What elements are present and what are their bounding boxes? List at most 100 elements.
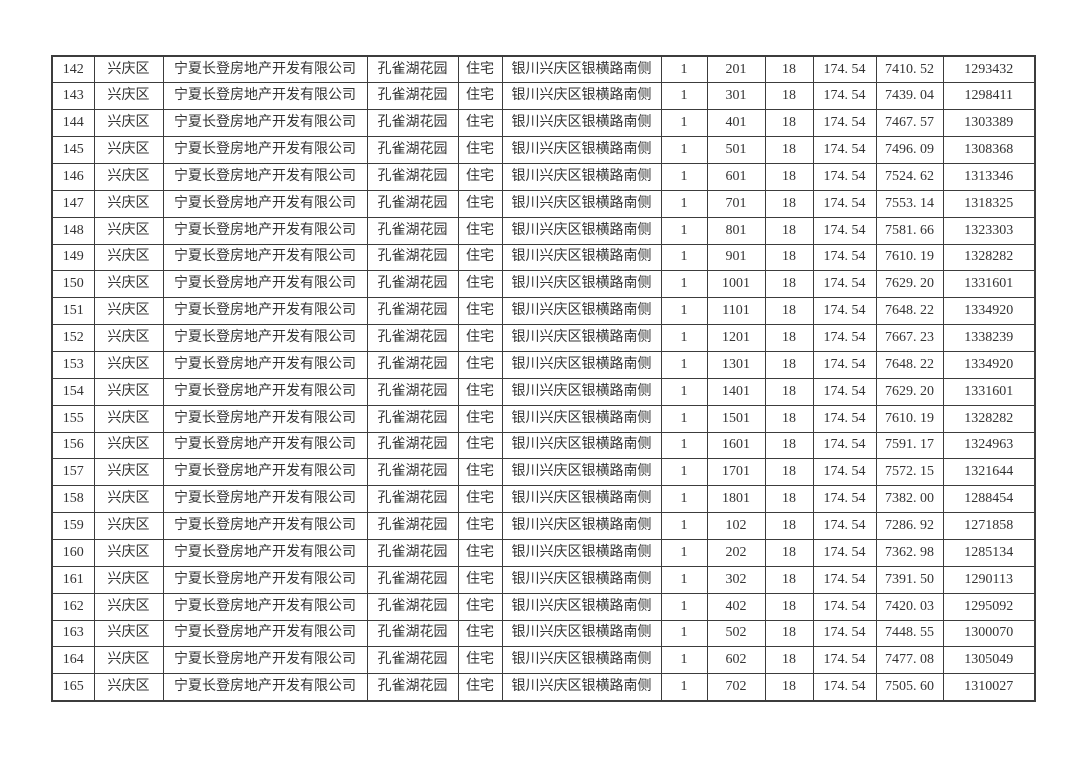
cell-project: 孔雀湖花园 xyxy=(366,512,459,540)
cell-seq: 165 xyxy=(51,673,95,702)
cell-project: 孔雀湖花园 xyxy=(366,136,459,164)
table-row: 148 兴庆区 宁夏长登房地产开发有限公司 孔雀湖花园 住宅 银川兴庆区银横路南侧 1 801… xyxy=(51,216,1036,245)
cell-room: 1601 xyxy=(706,431,766,460)
cell-seq: 155 xyxy=(51,404,95,433)
cell-area: 174. 54 xyxy=(812,243,877,272)
cell-building: 1 xyxy=(660,377,708,406)
cell-floors: 18 xyxy=(764,189,814,218)
cell-unit-price: 7629. 20 xyxy=(875,377,944,406)
cell-building: 1 xyxy=(660,243,708,272)
cell-building: 1 xyxy=(660,592,708,621)
cell-project: 孔雀湖花园 xyxy=(366,324,459,352)
cell-seq: 159 xyxy=(51,512,95,540)
cell-floors: 18 xyxy=(764,270,814,299)
cell-address: 银川兴庆区银横路南侧 xyxy=(501,297,662,326)
table-row: 143 兴庆区 宁夏长登房地产开发有限公司 孔雀湖花园 住宅 银川兴庆区银横路南侧 1 301… xyxy=(51,82,1036,111)
cell-usage: 住宅 xyxy=(457,592,503,621)
cell-usage: 住宅 xyxy=(457,270,503,299)
cell-unit-price: 7410. 52 xyxy=(875,55,944,84)
cell-room: 601 xyxy=(706,162,766,191)
cell-unit-price: 7439. 04 xyxy=(875,82,944,111)
cell-usage: 住宅 xyxy=(457,189,503,218)
cell-room: 701 xyxy=(706,189,766,218)
cell-usage: 住宅 xyxy=(457,404,503,433)
cell-usage: 住宅 xyxy=(457,673,503,702)
cell-floors: 18 xyxy=(764,404,814,433)
cell-floors: 18 xyxy=(764,431,814,460)
cell-address: 银川兴庆区银横路南侧 xyxy=(501,243,662,272)
cell-developer: 宁夏长登房地产开发有限公司 xyxy=(162,485,368,514)
cell-area: 174. 54 xyxy=(812,646,877,675)
cell-address: 银川兴庆区银横路南侧 xyxy=(501,82,662,111)
cell-seq: 154 xyxy=(51,377,95,406)
cell-total-price: 1338239 xyxy=(942,324,1036,352)
cell-unit-price: 7382. 00 xyxy=(875,485,944,514)
cell-district: 兴庆区 xyxy=(93,377,164,406)
cell-district: 兴庆区 xyxy=(93,324,164,352)
cell-district: 兴庆区 xyxy=(93,270,164,299)
cell-project: 孔雀湖花园 xyxy=(366,109,459,138)
cell-project: 孔雀湖花园 xyxy=(366,270,459,299)
cell-district: 兴庆区 xyxy=(93,55,164,84)
cell-unit-price: 7286. 92 xyxy=(875,512,944,540)
cell-area: 174. 54 xyxy=(812,297,877,326)
cell-unit-price: 7524. 62 xyxy=(875,162,944,191)
cell-unit-price: 7391. 50 xyxy=(875,565,944,594)
cell-seq: 163 xyxy=(51,619,95,648)
cell-building: 1 xyxy=(660,55,708,84)
cell-total-price: 1318325 xyxy=(942,189,1036,218)
cell-developer: 宁夏长登房地产开发有限公司 xyxy=(162,404,368,433)
cell-unit-price: 7477. 08 xyxy=(875,646,944,675)
cell-project: 孔雀湖花园 xyxy=(366,404,459,433)
cell-address: 银川兴庆区银横路南侧 xyxy=(501,162,662,191)
cell-usage: 住宅 xyxy=(457,538,503,567)
cell-address: 银川兴庆区银横路南侧 xyxy=(501,673,662,702)
cell-floors: 18 xyxy=(764,82,814,111)
cell-total-price: 1298411 xyxy=(942,82,1036,111)
cell-district: 兴庆区 xyxy=(93,136,164,164)
cell-building: 1 xyxy=(660,189,708,218)
table-row: 151 兴庆区 宁夏长登房地产开发有限公司 孔雀湖花园 住宅 银川兴庆区银横路南侧 1 110… xyxy=(51,297,1036,326)
table-row: 157 兴庆区 宁夏长登房地产开发有限公司 孔雀湖花园 住宅 银川兴庆区银横路南侧 1 170… xyxy=(51,458,1036,487)
table-row: 159 兴庆区 宁夏长登房地产开发有限公司 孔雀湖花园 住宅 银川兴庆区银横路南侧 1 102… xyxy=(51,512,1036,540)
cell-unit-price: 7572. 15 xyxy=(875,458,944,487)
cell-seq: 148 xyxy=(51,216,95,245)
cell-address: 银川兴庆区银横路南侧 xyxy=(501,646,662,675)
cell-total-price: 1331601 xyxy=(942,270,1036,299)
cell-floors: 18 xyxy=(764,297,814,326)
cell-area: 174. 54 xyxy=(812,673,877,702)
cell-area: 174. 54 xyxy=(812,592,877,621)
cell-seq: 162 xyxy=(51,592,95,621)
cell-building: 1 xyxy=(660,512,708,540)
cell-building: 1 xyxy=(660,485,708,514)
cell-address: 银川兴庆区银横路南侧 xyxy=(501,592,662,621)
cell-total-price: 1295092 xyxy=(942,592,1036,621)
table-row: 163 兴庆区 宁夏长登房地产开发有限公司 孔雀湖花园 住宅 银川兴庆区银横路南侧 1 502… xyxy=(51,619,1036,648)
cell-address: 银川兴庆区银横路南侧 xyxy=(501,216,662,245)
cell-area: 174. 54 xyxy=(812,162,877,191)
cell-seq: 151 xyxy=(51,297,95,326)
cell-unit-price: 7505. 60 xyxy=(875,673,944,702)
cell-floors: 18 xyxy=(764,377,814,406)
cell-district: 兴庆区 xyxy=(93,216,164,245)
table-row: 160 兴庆区 宁夏长登房地产开发有限公司 孔雀湖花园 住宅 银川兴庆区银横路南侧 1 202… xyxy=(51,538,1036,567)
cell-area: 174. 54 xyxy=(812,565,877,594)
cell-room: 602 xyxy=(706,646,766,675)
cell-project: 孔雀湖花园 xyxy=(366,377,459,406)
cell-developer: 宁夏长登房地产开发有限公司 xyxy=(162,619,368,648)
cell-seq: 150 xyxy=(51,270,95,299)
cell-floors: 18 xyxy=(764,162,814,191)
cell-building: 1 xyxy=(660,619,708,648)
cell-district: 兴庆区 xyxy=(93,538,164,567)
cell-project: 孔雀湖花园 xyxy=(366,619,459,648)
cell-project: 孔雀湖花园 xyxy=(366,82,459,111)
cell-total-price: 1323303 xyxy=(942,216,1036,245)
cell-unit-price: 7648. 22 xyxy=(875,350,944,379)
cell-address: 银川兴庆区银横路南侧 xyxy=(501,324,662,352)
cell-area: 174. 54 xyxy=(812,512,877,540)
table-row: 152 兴庆区 宁夏长登房地产开发有限公司 孔雀湖花园 住宅 银川兴庆区银横路南侧 1 120… xyxy=(51,324,1036,352)
cell-building: 1 xyxy=(660,109,708,138)
cell-area: 174. 54 xyxy=(812,377,877,406)
cell-building: 1 xyxy=(660,270,708,299)
